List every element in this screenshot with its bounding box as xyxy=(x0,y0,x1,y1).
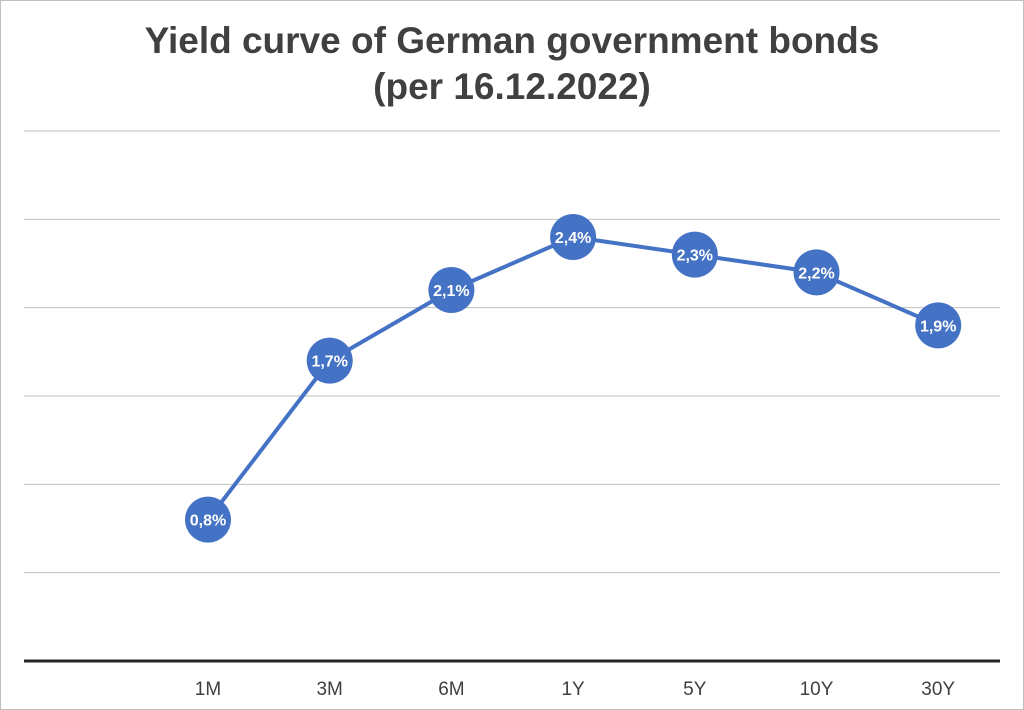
data-point-1M xyxy=(185,496,231,543)
data-label-5Y: 2,3% xyxy=(677,248,713,265)
data-point-5Y xyxy=(671,231,718,278)
chart-title-line1: Yield curve of German government bonds xyxy=(144,20,880,61)
x-tick-label-3M: 3M xyxy=(316,679,342,700)
data-point-30Y xyxy=(915,302,962,349)
x-tick-label-1M: 1M xyxy=(195,679,221,700)
x-tick-label-6M: 6M xyxy=(438,679,464,700)
chart-title-line2: (per 16.12.2022) xyxy=(373,66,651,107)
data-point-3M xyxy=(306,337,353,384)
data-label-10Y: 2,2% xyxy=(798,265,834,282)
data-label-3M: 1,7% xyxy=(311,354,347,371)
chart-title: Yield curve of German government bonds (… xyxy=(0,18,1024,110)
data-label-1Y: 2,4% xyxy=(555,230,591,247)
data-point-6M xyxy=(428,267,475,313)
data-label-6M: 2,1% xyxy=(433,283,469,300)
x-tick-label-5Y: 5Y xyxy=(683,679,707,700)
data-point-10Y xyxy=(793,249,840,296)
x-tick-label-30Y: 30Y xyxy=(921,679,955,700)
x-tick-label-10Y: 10Y xyxy=(800,679,834,700)
x-tick-label-1Y: 1Y xyxy=(561,679,585,700)
data-point-1Y xyxy=(550,214,597,260)
data-label-30Y: 1,9% xyxy=(920,318,956,335)
data-label-1M: 0,8% xyxy=(190,513,226,530)
